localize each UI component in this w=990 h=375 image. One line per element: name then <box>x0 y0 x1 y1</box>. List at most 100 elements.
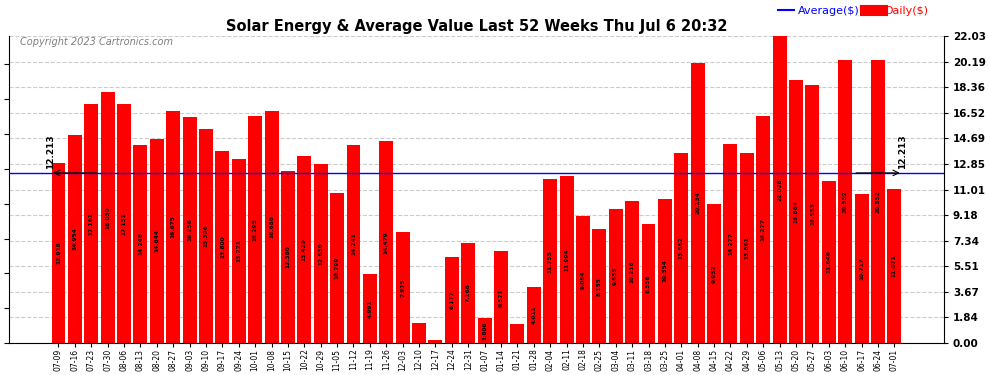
Bar <box>379 141 393 343</box>
Text: 14.954: 14.954 <box>72 228 77 250</box>
Bar <box>642 224 655 343</box>
Text: 11.994: 11.994 <box>564 248 569 271</box>
Bar <box>822 181 836 343</box>
Text: 8.556: 8.556 <box>646 274 651 293</box>
Bar <box>625 201 640 343</box>
Text: 7.975: 7.975 <box>400 278 405 297</box>
Bar <box>429 340 443 343</box>
Text: 11.755: 11.755 <box>547 250 552 273</box>
Bar <box>854 194 868 343</box>
Text: 16.688: 16.688 <box>269 215 274 238</box>
Text: 22.028: 22.028 <box>777 178 782 201</box>
Bar <box>887 189 901 343</box>
Bar <box>494 252 508 343</box>
Text: 15.396: 15.396 <box>204 224 209 247</box>
Text: 4.991: 4.991 <box>367 299 372 318</box>
Bar <box>396 232 410 343</box>
Bar <box>264 111 278 343</box>
Bar <box>576 216 590 343</box>
Bar <box>724 144 738 343</box>
Text: 13.661: 13.661 <box>744 237 749 260</box>
Bar <box>511 324 525 343</box>
Bar <box>674 153 688 343</box>
Bar <box>412 323 426 343</box>
Bar <box>166 111 180 343</box>
Text: 12.830: 12.830 <box>318 242 323 265</box>
Bar <box>772 36 787 343</box>
Bar <box>740 153 753 343</box>
Bar <box>248 116 262 343</box>
Bar <box>84 104 98 343</box>
Text: 1.806: 1.806 <box>482 321 487 340</box>
Text: 7.168: 7.168 <box>465 284 470 303</box>
Bar <box>756 116 770 343</box>
Bar <box>871 60 885 343</box>
Bar <box>101 92 115 343</box>
Text: 16.256: 16.256 <box>187 218 192 241</box>
Text: 12.918: 12.918 <box>56 242 61 264</box>
Bar <box>314 164 328 343</box>
Bar <box>281 171 295 343</box>
Bar <box>51 163 65 343</box>
Text: 12.213: 12.213 <box>46 134 54 169</box>
Bar <box>707 204 721 343</box>
Bar <box>117 104 131 343</box>
Text: 12.213: 12.213 <box>898 134 907 169</box>
Bar <box>199 129 213 343</box>
Text: 14.241: 14.241 <box>351 232 356 255</box>
Text: 8.155: 8.155 <box>597 277 602 296</box>
Text: 17.131: 17.131 <box>122 212 127 235</box>
Text: 14.248: 14.248 <box>138 232 143 255</box>
Bar <box>216 151 230 343</box>
Bar <box>232 159 246 343</box>
Bar <box>806 85 820 343</box>
Text: 10.216: 10.216 <box>630 261 635 283</box>
Text: 4.011: 4.011 <box>532 306 537 324</box>
Text: 13.221: 13.221 <box>237 240 242 262</box>
Bar <box>149 139 163 343</box>
Bar <box>330 193 345 343</box>
Text: 6.177: 6.177 <box>449 291 454 309</box>
Text: 9.952: 9.952 <box>712 264 717 283</box>
Text: 9.084: 9.084 <box>580 270 585 289</box>
Bar <box>461 243 475 343</box>
Bar <box>445 257 458 343</box>
Text: 16.675: 16.675 <box>170 216 175 238</box>
Text: 13.662: 13.662 <box>679 236 684 259</box>
Text: 11.646: 11.646 <box>827 251 832 273</box>
Bar <box>182 117 197 343</box>
Bar <box>592 230 606 343</box>
Bar <box>559 176 573 343</box>
Text: 18.884: 18.884 <box>794 200 799 223</box>
Text: 10.717: 10.717 <box>859 257 864 280</box>
Text: 14.644: 14.644 <box>154 230 159 252</box>
Text: 10.799: 10.799 <box>335 256 340 279</box>
Text: 16.277: 16.277 <box>760 218 765 241</box>
Text: 14.479: 14.479 <box>384 231 389 254</box>
Text: 14.277: 14.277 <box>728 232 733 255</box>
Bar <box>527 287 541 343</box>
Text: 17.161: 17.161 <box>89 212 94 235</box>
Text: 13.429: 13.429 <box>302 238 307 261</box>
Bar <box>691 63 705 343</box>
Text: 9.655: 9.655 <box>613 267 618 285</box>
Text: 10.354: 10.354 <box>662 260 667 282</box>
Bar <box>658 199 672 343</box>
Text: 18.030: 18.030 <box>105 206 110 229</box>
Bar <box>134 144 148 343</box>
Bar <box>68 135 82 343</box>
Text: 13.800: 13.800 <box>220 236 225 258</box>
Text: 6.571: 6.571 <box>499 288 504 307</box>
Text: 16.295: 16.295 <box>252 218 257 241</box>
Text: 20.352: 20.352 <box>875 190 880 213</box>
Legend: Average($), Daily($): Average($), Daily($) <box>773 2 934 21</box>
Bar <box>477 318 492 343</box>
Bar <box>363 273 377 343</box>
Bar <box>346 145 360 343</box>
Bar <box>839 60 852 343</box>
Text: 20.352: 20.352 <box>842 190 847 213</box>
Text: 11.071: 11.071 <box>892 255 897 277</box>
Bar <box>609 209 623 343</box>
Text: Copyright 2023 Cartronics.com: Copyright 2023 Cartronics.com <box>20 37 173 47</box>
Bar <box>297 156 311 343</box>
